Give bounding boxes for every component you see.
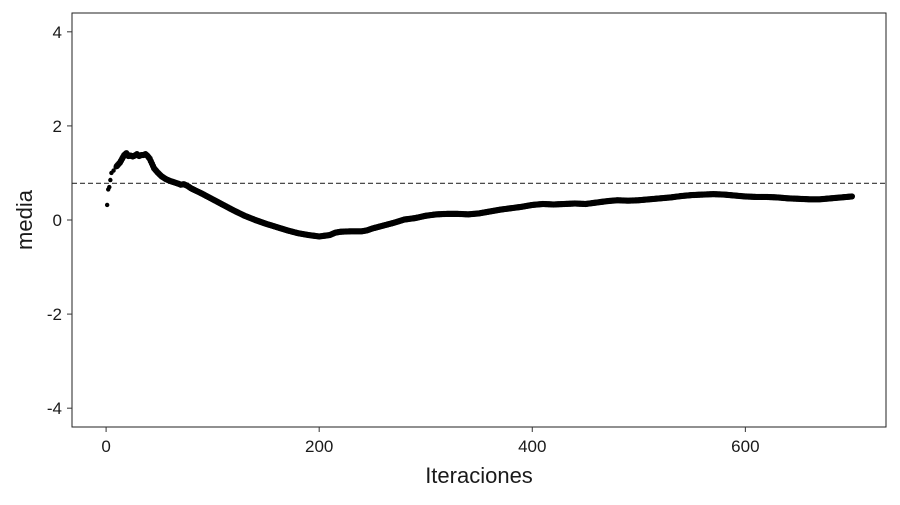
data-point <box>107 184 112 190</box>
data-point <box>848 193 856 200</box>
x-axis-title: Iteraciones <box>425 463 533 488</box>
y-tick-label: -4 <box>47 399 62 418</box>
x-tick-label: 400 <box>518 437 546 456</box>
data-points-layer <box>104 150 856 240</box>
x-tick-label: 0 <box>101 437 110 456</box>
data-point <box>108 177 113 183</box>
y-tick-label: 0 <box>53 211 62 230</box>
x-tick-label: 200 <box>305 437 333 456</box>
data-point <box>104 202 110 208</box>
y-tick-label: -2 <box>47 305 62 324</box>
x-axis: 0 200 400 600 <box>101 427 760 456</box>
y-axis-title: media <box>12 189 37 250</box>
data-point <box>111 168 116 173</box>
y-tick-label: 4 <box>53 23 62 42</box>
y-tick-label: 2 <box>53 117 62 136</box>
y-axis: -4 -2 0 2 4 <box>47 23 72 418</box>
x-tick-label: 600 <box>731 437 759 456</box>
